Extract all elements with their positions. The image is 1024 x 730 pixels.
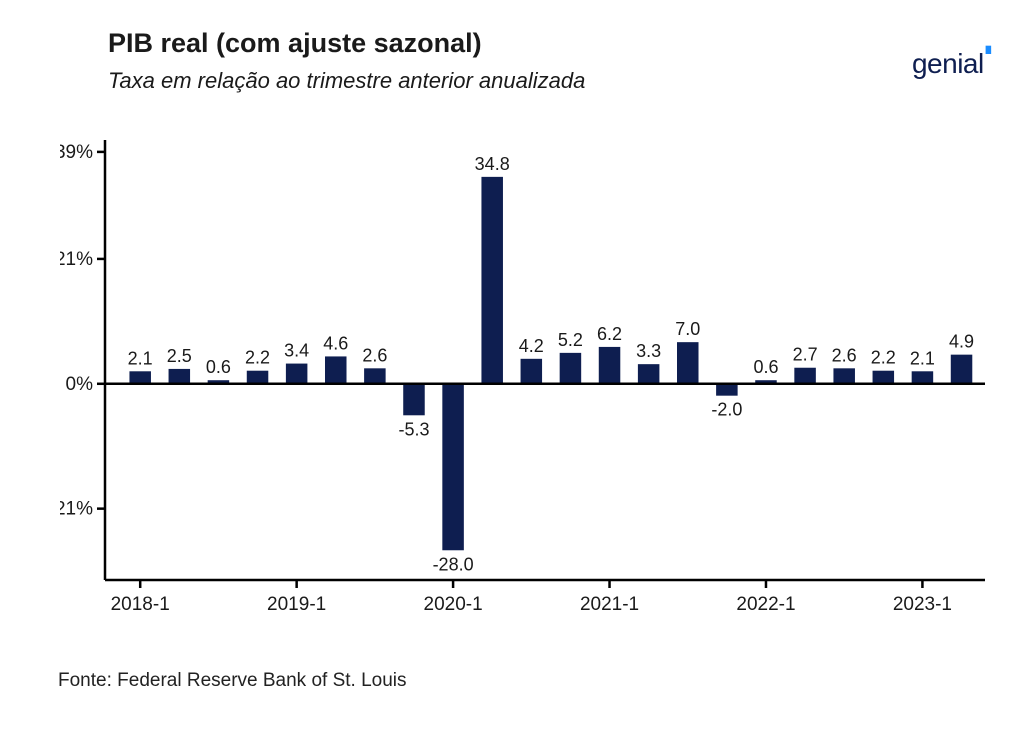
bar-value-label: 2.1: [128, 348, 153, 368]
bar-value-label: 2.2: [245, 348, 270, 368]
bar: [129, 371, 151, 383]
bar-value-label: 0.6: [753, 357, 778, 377]
x-tick-label: 2019-1: [267, 594, 326, 615]
bar: [912, 371, 934, 383]
bar-value-label: -28.0: [433, 554, 474, 574]
bar: [247, 371, 269, 384]
bar: [521, 359, 543, 384]
bar: [638, 364, 660, 384]
brand-logo-dot: ▘: [986, 46, 996, 62]
bar-value-label: 2.2: [871, 348, 896, 368]
bar-value-label: 4.9: [949, 332, 974, 352]
bar: [716, 384, 738, 396]
bar: [169, 369, 191, 384]
source-text: Fonte: Federal Reserve Bank of St. Louis: [58, 670, 407, 692]
bar-value-label: 5.2: [558, 330, 583, 350]
bar-value-label: -2.0: [711, 400, 742, 420]
x-tick-label: 2018-1: [111, 594, 170, 615]
y-tick-label: -21%: [60, 499, 93, 520]
bar-value-label: 4.2: [519, 336, 544, 356]
bar-value-label: 2.7: [793, 345, 818, 365]
bar: [442, 384, 464, 550]
bar-value-label: -5.3: [398, 419, 429, 439]
bar: [794, 368, 816, 384]
bar: [599, 347, 621, 384]
bar: [677, 342, 699, 384]
bar: [951, 355, 973, 384]
bar-value-label: 2.6: [362, 345, 387, 365]
chart-title: PIB real (com ajuste sazonal): [108, 28, 482, 59]
bar-chart: -21% 0% 21% 39% 2018-1 2019-1 2020-1 2021-1 2022…: [60, 130, 995, 630]
bar-value-label: 3.4: [284, 341, 309, 361]
chart-subtitle: Taxa em relação ao trimestre anterior an…: [108, 68, 585, 94]
x-tick-label: 2023-1: [893, 594, 952, 615]
bar-value-label: 7.0: [675, 319, 700, 339]
bar-value-label: 2.1: [910, 348, 935, 368]
page-root: PIB real (com ajuste sazonal) Taxa em re…: [0, 0, 1024, 730]
bar: [325, 356, 347, 383]
bar-value-label: 6.2: [597, 324, 622, 344]
bar-value-label: 2.6: [832, 345, 857, 365]
bar: [481, 177, 503, 384]
bar: [873, 371, 895, 384]
bar: [833, 368, 855, 383]
bar: [364, 368, 386, 383]
bar-value-label: 3.3: [636, 341, 661, 361]
bar-value-label: 0.6: [206, 357, 231, 377]
bar: [286, 364, 308, 384]
bar-value-label: 34.8: [475, 154, 510, 174]
bar-chart-svg: -21% 0% 21% 39% 2018-1 2019-1 2020-1 2021-1 2022…: [60, 130, 995, 630]
y-tick-label: 0%: [66, 374, 94, 395]
brand-logo-text: genial: [912, 48, 984, 79]
x-tick-label: 2020-1: [424, 594, 483, 615]
x-tick-label: 2022-1: [736, 594, 795, 615]
brand-logo: genial▘: [912, 48, 994, 80]
x-tick-label: 2021-1: [580, 594, 639, 615]
bar-value-label: 4.6: [323, 333, 348, 353]
y-tick-label: 21%: [60, 249, 93, 270]
bar-value-label: 2.5: [167, 346, 192, 366]
y-tick-label: 39%: [60, 142, 93, 163]
bar: [560, 353, 582, 384]
bar: [403, 384, 425, 416]
